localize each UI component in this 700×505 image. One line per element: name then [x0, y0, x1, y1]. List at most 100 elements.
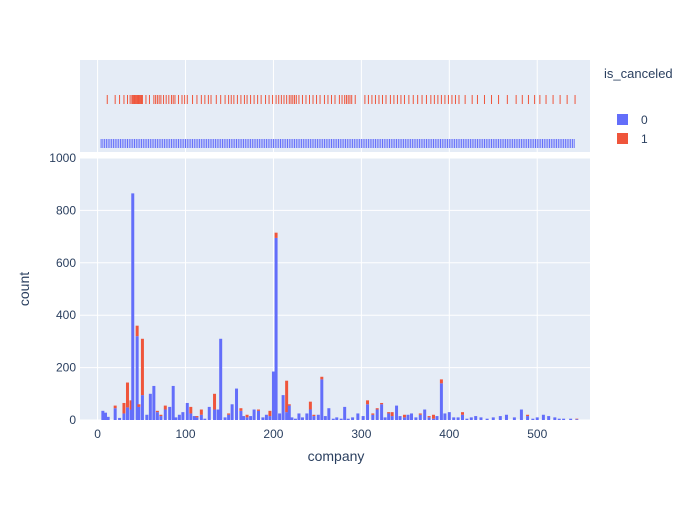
bar-canceled-0 [327, 408, 331, 420]
bar-canceled-1 [213, 393, 217, 410]
bar-canceled-0 [410, 413, 413, 420]
bar-canceled-0 [562, 418, 566, 420]
y-tick-label: 0 [69, 413, 76, 427]
legend-swatch-1 [617, 133, 628, 144]
bar-canceled-0 [498, 416, 502, 420]
bar-canceled-0 [293, 418, 297, 420]
bar-canceled-1 [371, 413, 375, 415]
bar-canceled-0 [553, 417, 557, 420]
bar-canceled-0 [285, 412, 289, 420]
bar-canceled-0 [418, 414, 422, 420]
bar-canceled-0 [479, 417, 483, 420]
bar-canceled-0 [239, 410, 243, 420]
bar-canceled-0 [227, 414, 231, 420]
bar-canceled-1 [163, 405, 167, 410]
bar-canceled-0 [192, 416, 196, 420]
x-tick-label: 0 [94, 427, 101, 441]
bar-canceled-0 [331, 418, 335, 420]
y-tick-label: 800 [56, 203, 76, 217]
bar-canceled-0 [323, 416, 327, 420]
y-tick-label: 200 [56, 361, 76, 375]
y-axis-title: count [16, 272, 32, 306]
bar-canceled-1 [159, 414, 163, 417]
bar-canceled-0 [339, 418, 343, 420]
bar-canceled-0 [351, 417, 355, 420]
y-axis-ticks: 0 200 400 600 800 1000 [49, 151, 76, 427]
rug-panel [80, 60, 590, 152]
bar-canceled-0 [380, 404, 384, 420]
bar-canceled-0 [106, 416, 110, 420]
bar-canceled-0 [245, 417, 249, 420]
bar-canceled-0 [281, 395, 285, 420]
bar-canceled-1 [239, 408, 243, 411]
bar-canceled-0 [101, 410, 105, 420]
bar-canceled-0 [512, 417, 516, 420]
bar-canceled-0 [235, 388, 239, 420]
bar-canceled-0 [203, 418, 207, 420]
bar-canceled-0 [465, 418, 469, 420]
bar-canceled-0 [223, 417, 227, 420]
bar-canceled-0 [504, 414, 508, 420]
bar-canceled-0 [414, 417, 418, 420]
bar-canceled-1 [195, 416, 199, 418]
y-tick-label: 400 [56, 308, 76, 322]
bar-canceled-0 [159, 416, 163, 420]
bar-canceled-0 [171, 385, 175, 420]
bar-canceled-0 [261, 417, 265, 420]
bar-canceled-0 [181, 412, 185, 420]
bar-canceled-0 [305, 413, 309, 420]
bar-canceled-0 [557, 418, 561, 420]
bar-canceled-0 [122, 413, 126, 420]
bar-canceled-0 [531, 418, 535, 420]
bar-canceled-0 [366, 404, 370, 420]
bar-canceled-0 [230, 404, 234, 420]
bar-canceled-0 [387, 413, 391, 420]
bar-canceled-0 [569, 418, 573, 420]
bar-canceled-0 [118, 417, 122, 420]
bar-canceled-0 [346, 418, 350, 420]
legend-item-0[interactable]: 0 [617, 113, 648, 127]
main-plot-area [80, 157, 590, 421]
x-tick-label: 300 [351, 427, 371, 441]
bar-canceled-0 [213, 409, 217, 420]
bar-canceled-0 [177, 414, 181, 420]
bar-canceled-1 [575, 418, 579, 420]
bar-canceled-0 [145, 414, 149, 420]
bar-canceled-0 [185, 402, 189, 420]
bar-canceled-0 [135, 336, 139, 420]
bar-canceled-1 [308, 401, 312, 410]
bar-canceled-1 [113, 405, 117, 409]
bar-canceled-0 [152, 385, 156, 420]
bar-canceled-1 [461, 412, 464, 415]
bar-canceled-0 [435, 416, 439, 420]
bar-canceled-0 [356, 413, 360, 420]
bar-canceled-1 [285, 380, 289, 413]
y-tick-label: 1000 [49, 151, 76, 165]
bar-canceled-0 [168, 406, 172, 420]
bar-canceled-0 [398, 416, 402, 420]
bar-canceled-1 [137, 404, 141, 407]
bar-canceled-0 [402, 417, 406, 420]
bar-canceled-0 [439, 383, 443, 420]
legend-label-0: 0 [641, 113, 648, 127]
bar-canceled-0 [312, 416, 316, 420]
plot-background [80, 158, 590, 420]
bar-canceled-0 [335, 417, 339, 420]
bar-canceled-0 [395, 405, 399, 420]
x-tick-label: 100 [176, 427, 196, 441]
legend-label-1: 1 [641, 132, 648, 146]
bar-canceled-0 [316, 414, 320, 420]
legend-item-1[interactable]: 1 [617, 132, 648, 146]
bar-canceled-1 [387, 412, 391, 414]
bar-canceled-0 [163, 409, 167, 420]
bar-canceled-1 [312, 414, 316, 417]
bar-canceled-1 [390, 412, 394, 417]
bar-canceled-0 [137, 406, 141, 420]
bar-canceled-0 [274, 237, 278, 420]
bar-canceled-1 [257, 409, 260, 411]
bar-canceled-0 [148, 393, 152, 420]
bar-canceled-1 [287, 404, 291, 406]
bar-canceled-0 [541, 414, 545, 420]
bar-canceled-0 [427, 417, 431, 420]
